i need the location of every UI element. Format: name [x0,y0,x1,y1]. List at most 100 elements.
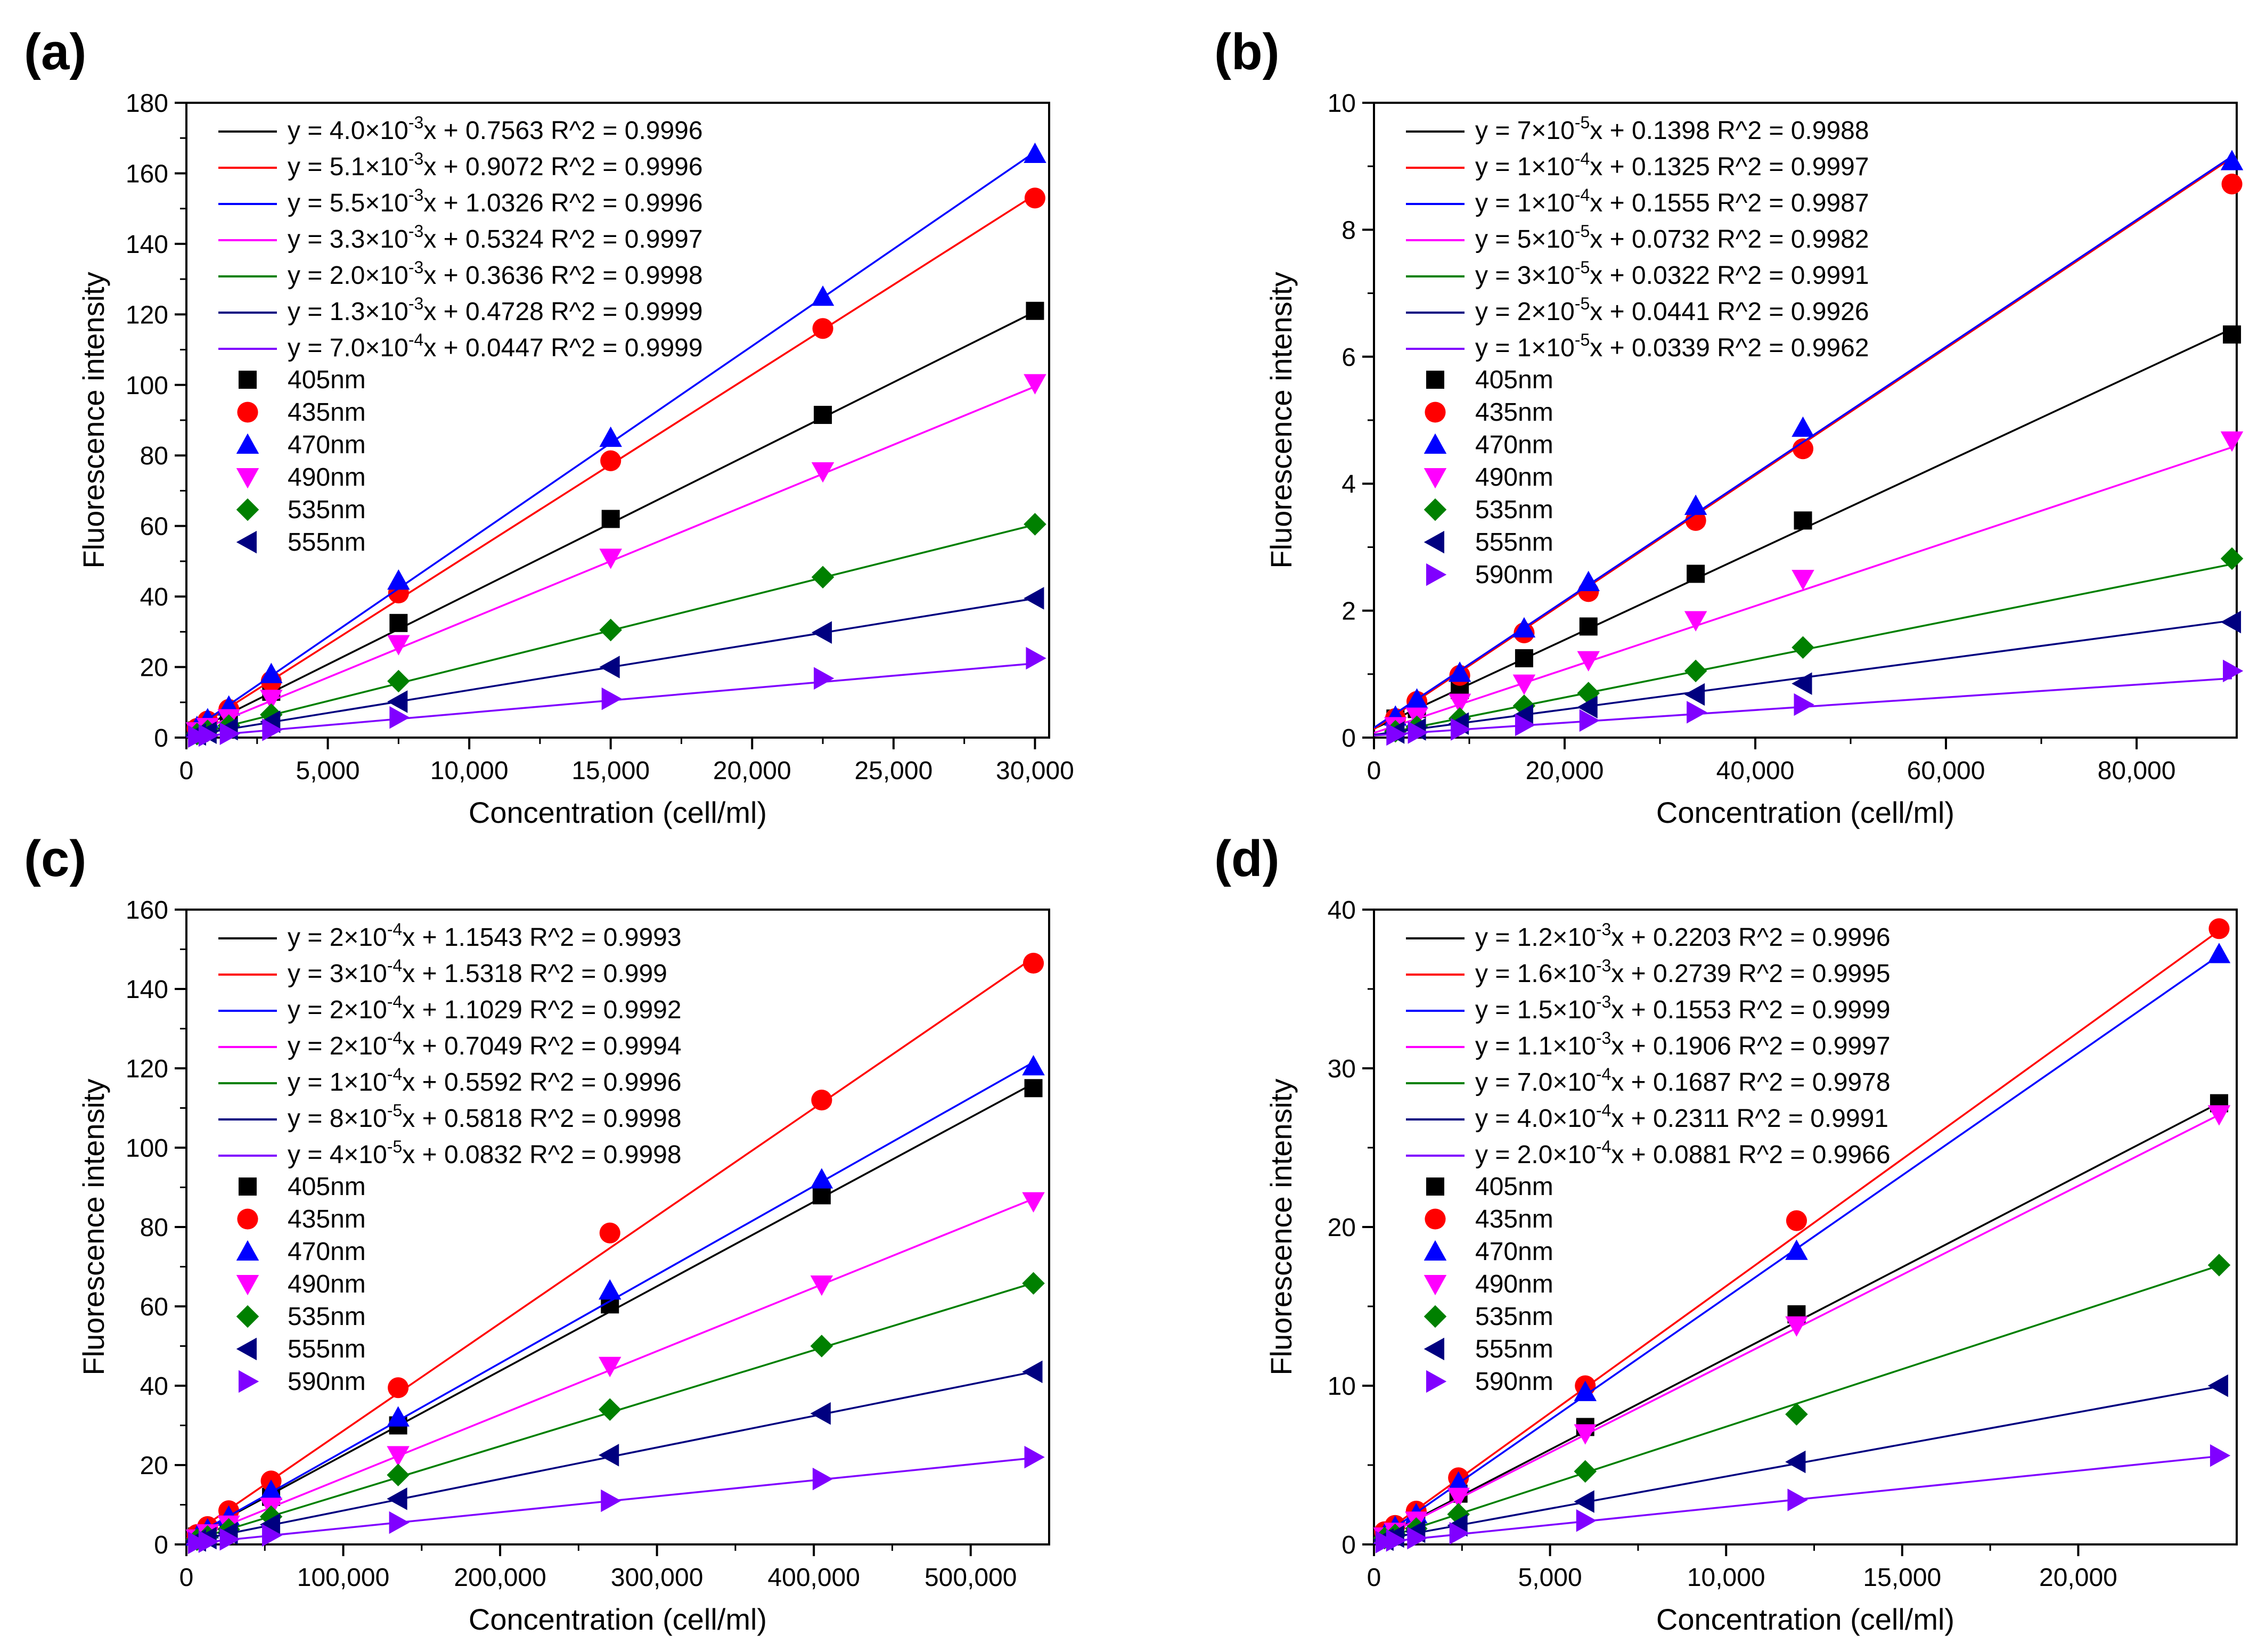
data-point-555nm [387,690,408,713]
data-point-555nm [1785,1450,1806,1474]
legend-fit-equation: y = 2×10-4x + 1.1029 R^2 = 0.9992 [288,992,682,1024]
data-point-490nm [260,690,283,710]
y-tick-label: 140 [126,976,168,1004]
x-axis-label: Concentration (cell/ml) [1656,1602,1954,1636]
x-tick-label: 5,000 [296,757,360,785]
data-point-490nm [810,1275,833,1296]
legend-label-490nm: 490nm [1475,1270,1553,1298]
legend-marker-470nm [1424,1240,1447,1261]
data-point-590nm [1024,1445,1045,1469]
legend-fit-equation: y = 7×10-5x + 0.1398 R^2 = 0.9988 [1475,113,1869,145]
x-tick-label: 20,000 [1526,757,1604,785]
x-tick-label: 5,000 [1518,1564,1582,1592]
data-point-490nm [387,635,410,656]
data-point-535nm [1785,1403,1808,1426]
data-point-405nm [814,406,832,424]
panel-label: (c) [24,830,86,887]
legend-fit-equation: y = 8×10-5x + 0.5818 R^2 = 0.9998 [288,1101,682,1133]
legend-label-535nm: 535nm [1475,496,1553,524]
y-tick-label: 80 [140,1214,168,1242]
legend-label-435nm: 435nm [1475,398,1553,427]
legend-label-405nm: 405nm [1475,1173,1553,1201]
data-point-590nm [2223,659,2244,683]
data-point-405nm [1794,511,1812,530]
legend-marker-490nm [236,468,259,489]
data-point-470nm [1785,1239,1808,1260]
legend-label-470nm: 470nm [288,431,366,459]
data-point-490nm [811,462,835,483]
series-490nm [185,374,1046,743]
data-point-435nm [811,1090,832,1111]
x-tick-label: 100,000 [297,1564,390,1592]
y-tick-label: 40 [140,1372,168,1401]
legend-fit-equation: y = 1×10-4x + 0.5592 R^2 = 0.9996 [288,1065,682,1097]
legend-marker-435nm [237,1208,258,1230]
legend-marker-490nm [1424,1275,1447,1296]
data-point-555nm [2207,1374,2228,1397]
legend-fit-equation: y = 1.2×10-3x + 0.2203 R^2 = 0.9996 [1475,920,1891,952]
legend-marker-555nm [236,1337,257,1361]
data-point-555nm [387,1487,407,1510]
legend-fit-equation: y = 7.0×10-4x + 0.1687 R^2 = 0.9978 [1475,1065,1891,1097]
series-535nm [185,513,1046,746]
x-tick-label: 500,000 [925,1564,1017,1592]
data-point-535nm [1791,636,1814,659]
legend-marker-405nm [239,371,257,389]
x-axis-label: Concentration (cell/ml) [469,796,767,829]
legend-fit-equation: y = 3×10-5x + 0.0322 R^2 = 0.9991 [1475,258,1869,290]
data-point-590nm [1386,1529,1406,1552]
data-point-470nm [2220,150,2244,170]
legend-marker-535nm [1424,1305,1447,1328]
legend-label-470nm: 470nm [1475,1238,1553,1266]
data-point-435nm [2221,174,2243,195]
y-tick-label: 140 [126,231,168,259]
legend-marker-405nm [1426,371,1444,389]
data-point-470nm [1577,570,1600,591]
y-tick-label: 120 [126,1055,168,1083]
y-tick-label: 60 [140,1293,168,1321]
data-point-490nm [1574,1424,1597,1445]
data-point-435nm [1786,1210,1807,1231]
data-point-590nm [1579,709,1600,732]
legend-label-555nm: 555nm [1475,528,1553,557]
series-590nm [186,1445,1045,1555]
fit-line-435nm [1374,930,2220,1541]
legend-marker-435nm [1425,402,1446,423]
data-point-470nm [599,426,622,447]
legend-label-490nm: 490nm [288,1270,366,1298]
data-point-535nm [1684,659,1707,683]
legend-label-490nm: 490nm [288,463,366,492]
data-point-590nm [814,667,835,690]
data-point-470nm [1791,416,1814,437]
data-point-590nm [198,1530,219,1553]
data-point-590nm [1026,647,1046,670]
legend-marker-490nm [1424,468,1447,489]
data-point-590nm [1386,723,1407,746]
panel-label: (d) [1214,830,1280,887]
legend-marker-470nm [1424,433,1447,454]
data-point-470nm [2207,943,2231,963]
data-point-535nm [2207,1254,2231,1277]
data-point-405nm [1687,565,1705,583]
data-point-435nm [600,450,621,471]
legend-marker-590nm [1426,563,1447,586]
legend-fit-equation: y = 4×10-5x + 0.0832 R^2 = 0.9998 [288,1137,682,1169]
data-point-590nm [1687,701,1707,724]
y-tick-label: 100 [126,372,168,400]
data-point-490nm [1791,570,1814,591]
data-point-490nm [387,1446,410,1467]
data-point-435nm [1792,438,1814,460]
data-point-470nm [1512,617,1536,637]
legend-fit-equation: y = 5.1×10-3x + 0.9072 R^2 = 0.9996 [288,149,703,181]
fit-line-435nm [186,956,1034,1540]
legend-fit-equation: y = 2.0×10-3x + 0.3636 R^2 = 0.9998 [288,258,703,290]
data-point-405nm [601,510,620,528]
data-point-435nm [1685,510,1706,531]
data-point-470nm [260,663,283,683]
legend-marker-555nm [1424,530,1444,554]
legend-label-555nm: 555nm [1475,1335,1553,1363]
legend-label-555nm: 555nm [288,1335,366,1363]
legend-fit-equation: y = 3.3×10-3x + 0.5324 R^2 = 0.9997 [288,222,703,253]
data-point-470nm [387,569,410,590]
legend-fit-equation: y = 2.0×10-4x + 0.0881 R^2 = 0.9966 [1475,1137,1891,1169]
